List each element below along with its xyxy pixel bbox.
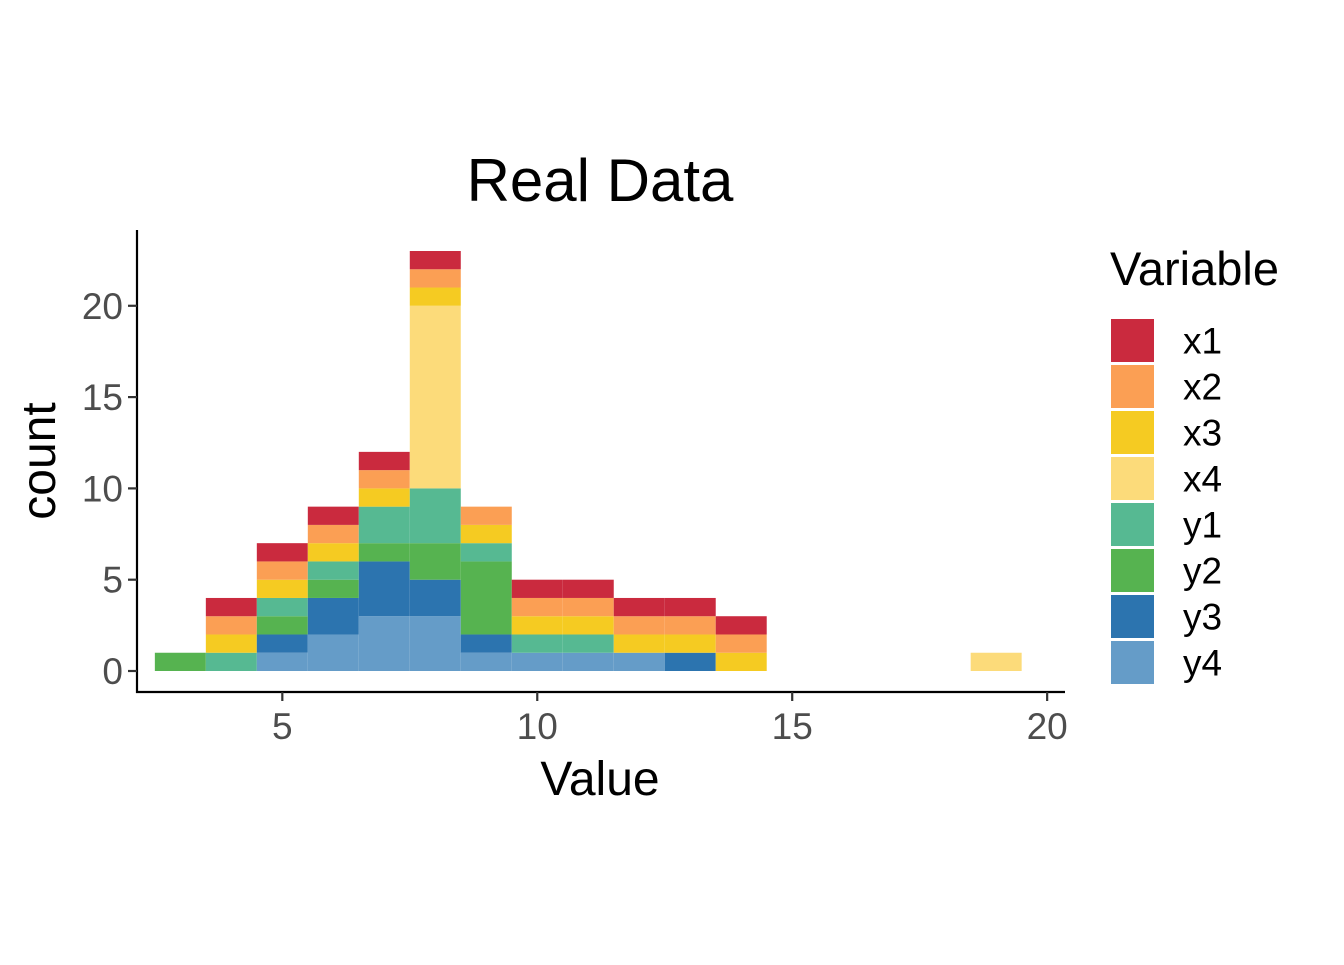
bar-y1-11 <box>562 634 614 653</box>
y-tick-label-10: 10 <box>82 468 123 509</box>
x-tick-label-10: 10 <box>517 706 558 747</box>
bar-y4-9 <box>460 652 512 671</box>
bar-x2-8 <box>409 269 461 288</box>
bar-y3-7 <box>358 561 410 617</box>
x-tick-label-5: 5 <box>272 706 293 747</box>
bar-y1-4 <box>205 652 257 671</box>
bar-x3-9 <box>460 524 512 544</box>
legend-key-y4 <box>1111 641 1154 684</box>
bar-y2-7 <box>358 543 410 562</box>
bar-y1-9 <box>460 543 512 562</box>
legend-key-y2 <box>1111 549 1154 592</box>
bar-x1-14 <box>715 616 767 635</box>
bar-x3-6 <box>307 543 359 562</box>
bar-y3-6 <box>307 597 359 635</box>
bar-x2-13 <box>664 616 716 635</box>
bar-y4-11 <box>562 652 614 671</box>
y-tick-label-0: 0 <box>102 651 123 692</box>
y-axis-title: count <box>13 402 66 519</box>
legend-label-y4: y4 <box>1183 643 1222 684</box>
legend-title: Variable <box>1110 242 1279 295</box>
bar-x1-11 <box>562 579 614 598</box>
chart-title: Real Data <box>467 147 734 214</box>
bar-x1-12 <box>613 597 665 617</box>
bar-y2-6 <box>307 579 359 598</box>
bar-x1-4 <box>205 597 257 617</box>
bar-y2-8 <box>409 543 461 580</box>
bar-y3-13 <box>664 652 716 671</box>
legend-key-x1 <box>1111 319 1154 362</box>
bar-y4-12 <box>613 652 665 671</box>
bar-y2-3 <box>154 652 206 671</box>
x-tick-label-15: 15 <box>772 706 813 747</box>
bar-x1-6 <box>307 506 359 525</box>
y-ticks-layer: 0 5 10 15 20 <box>82 286 137 692</box>
bar-x3-7 <box>358 488 410 507</box>
x-tick-label-20: 20 <box>1027 706 1068 747</box>
legend-label-x4: x4 <box>1183 459 1222 500</box>
bar-y4-6 <box>307 634 359 671</box>
y-tick-label-20: 20 <box>82 286 123 327</box>
bar-y1-5 <box>256 597 308 617</box>
x-axis-title: Value <box>540 753 659 806</box>
legend-label-x2: x2 <box>1183 367 1222 408</box>
bar-x3-14 <box>715 652 767 671</box>
bar-y3-8 <box>409 579 461 617</box>
bar-x1-8 <box>409 251 461 270</box>
legend-label-y1: y1 <box>1183 505 1222 546</box>
legend-key-y3 <box>1111 595 1154 638</box>
legend-label-y2: y2 <box>1183 551 1222 592</box>
bars-layer <box>154 251 1022 671</box>
bar-y1-6 <box>307 561 359 580</box>
bar-x2-14 <box>715 634 767 653</box>
x-ticks-layer: 5 10 15 20 <box>272 692 1068 747</box>
legend: Variable x1 x2 x3 x4 y1 y2 y3 y4 <box>1110 242 1279 684</box>
bar-x3-4 <box>205 634 257 653</box>
bar-x3-8 <box>409 287 461 306</box>
bar-y1-10 <box>511 634 563 653</box>
bar-x3-13 <box>664 634 716 653</box>
bar-y4-10 <box>511 652 563 671</box>
bar-x3-11 <box>562 616 614 635</box>
bar-x2-11 <box>562 597 614 617</box>
bar-x2-7 <box>358 470 410 489</box>
legend-label-x3: x3 <box>1183 413 1222 454</box>
legend-key-y1 <box>1111 503 1154 546</box>
bar-x3-10 <box>511 616 563 635</box>
bar-x1-13 <box>664 597 716 617</box>
bar-y4-8 <box>409 616 461 671</box>
bar-y1-8 <box>409 488 461 544</box>
y-tick-label-5: 5 <box>102 560 123 601</box>
bar-y2-9 <box>460 561 512 635</box>
bar-x2-4 <box>205 616 257 635</box>
bar-x3-12 <box>613 634 665 653</box>
legend-key-x3 <box>1111 411 1154 454</box>
bar-x1-10 <box>511 579 563 598</box>
bar-x2-9 <box>460 506 512 525</box>
bar-x1-5 <box>256 543 308 562</box>
bar-x2-12 <box>613 616 665 635</box>
legend-label-y3: y3 <box>1183 597 1222 638</box>
legend-key-x2 <box>1111 365 1154 408</box>
bar-y4-7 <box>358 616 410 671</box>
bar-x1-7 <box>358 451 410 471</box>
bar-x2-10 <box>511 597 563 617</box>
bar-x2-6 <box>307 524 359 544</box>
bar-x4-19 <box>970 652 1022 671</box>
legend-key-x4 <box>1111 457 1154 500</box>
bar-x3-5 <box>256 579 308 598</box>
legend-label-x1: x1 <box>1183 321 1222 362</box>
bar-y3-5 <box>256 634 308 653</box>
y-tick-label-15: 15 <box>82 377 123 418</box>
bar-y2-5 <box>256 616 308 635</box>
bar-y1-7 <box>358 506 410 544</box>
bar-x4-8 <box>409 305 461 489</box>
bar-y3-9 <box>460 634 512 653</box>
bar-y4-5 <box>256 652 308 671</box>
bar-x2-5 <box>256 561 308 580</box>
